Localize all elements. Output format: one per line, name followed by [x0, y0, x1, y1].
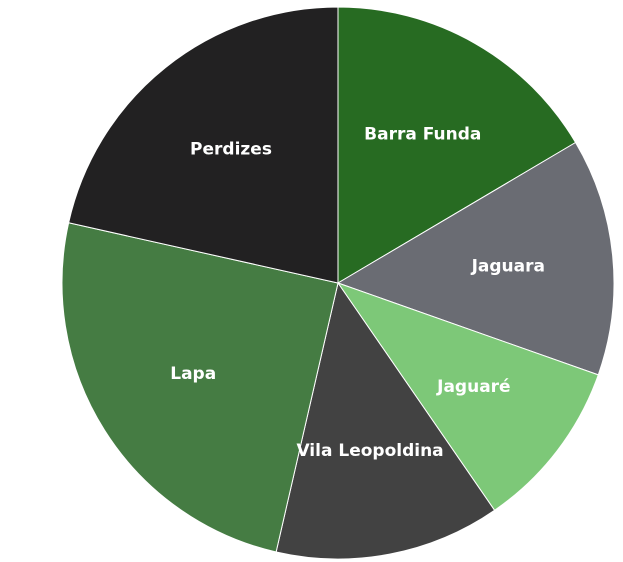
slice-label-lapa: Lapa [170, 364, 216, 384]
slice-label-jaguara: Jaguara [471, 256, 545, 276]
slice-label-barra-funda: Barra Funda [364, 124, 481, 144]
slice-perdizes [68, 6, 339, 284]
slice-lapa [61, 222, 339, 553]
slice-barra-funda [337, 6, 577, 284]
pie-slices [61, 6, 615, 560]
slice-jaguara [336, 141, 615, 376]
slice-label-perdizes: Perdizes [190, 139, 272, 159]
pie-labels: Barra Funda Jaguara Jaguaré Vila Leopoldina… [170, 124, 545, 461]
slice-jaguare [336, 282, 599, 511]
slice-label-jaguare: Jaguaré [436, 377, 510, 397]
slice-vila-leopoldina [275, 281, 496, 560]
slice-label-vila-leopoldina: Vila Leopoldina [296, 441, 443, 461]
